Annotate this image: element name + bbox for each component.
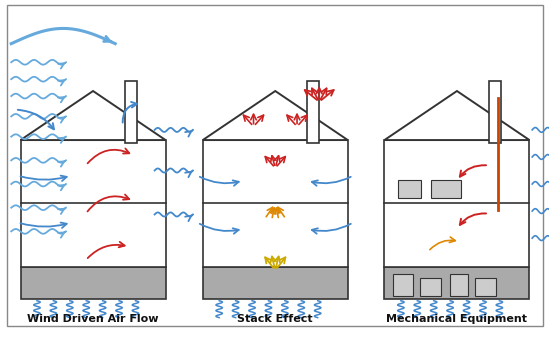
Bar — [203, 267, 348, 299]
Bar — [420, 278, 441, 296]
Bar — [450, 274, 468, 296]
Bar — [489, 81, 501, 144]
Bar — [398, 180, 421, 198]
Bar — [20, 140, 166, 267]
Text: Stack Effect: Stack Effect — [238, 314, 313, 324]
Polygon shape — [203, 91, 348, 140]
Polygon shape — [20, 91, 166, 140]
Text: Wind Driven Air Flow: Wind Driven Air Flow — [28, 314, 159, 324]
Bar — [125, 81, 137, 144]
Bar — [475, 278, 496, 296]
Text: Mechanical Equipment: Mechanical Equipment — [387, 314, 527, 324]
Bar — [431, 180, 461, 198]
Polygon shape — [384, 91, 530, 140]
Bar — [384, 140, 530, 267]
Bar — [393, 274, 414, 296]
Bar — [384, 267, 530, 299]
Bar — [20, 267, 166, 299]
Bar — [307, 81, 319, 144]
Bar — [203, 140, 348, 267]
